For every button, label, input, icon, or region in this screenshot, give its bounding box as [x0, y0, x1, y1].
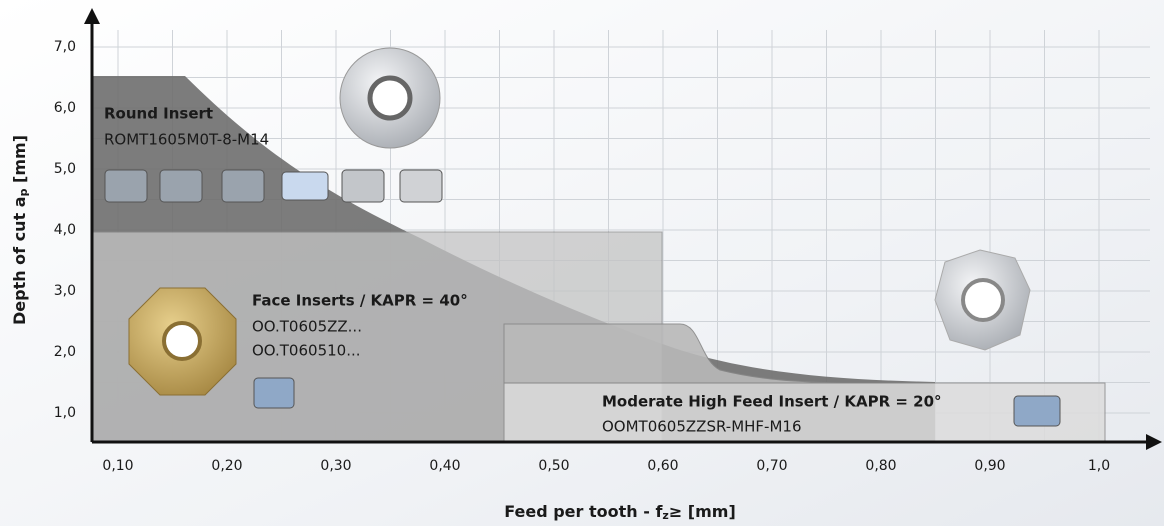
x-axis-title: Feed per tooth - fz≥ [mm] — [504, 502, 736, 523]
round-insert-picture — [339, 47, 441, 149]
y-axis-title: Depth of cut ap [mm] — [10, 135, 31, 325]
region-code: OO.T0605ZZ... — [252, 318, 362, 336]
x-tick-label: 0,10 — [102, 458, 133, 474]
y-tick-label: 2,0 — [54, 344, 76, 360]
y-arrow — [84, 8, 100, 24]
x-tick-label: 0,50 — [538, 458, 569, 474]
mhf-region — [503, 382, 1106, 443]
mhf-bump-region — [503, 323, 841, 384]
region-title: Face Inserts / KAPR = 40° — [252, 292, 468, 310]
mhf-insert-hole — [961, 278, 1005, 322]
x-tick-label: 0,90 — [974, 458, 1005, 474]
y-tick-label: 3,0 — [54, 283, 76, 299]
region-code: OO.T060510... — [252, 342, 361, 360]
region-title: Round Insert — [104, 105, 213, 123]
mini-inserts — [104, 169, 1061, 427]
y-tick-label: 1,0 — [54, 405, 76, 421]
x-tick-label: 0,70 — [756, 458, 787, 474]
x-tick-label: 0,40 — [429, 458, 460, 474]
y-tick-label: 5,0 — [54, 161, 76, 177]
x-tick-label: 0,30 — [320, 458, 351, 474]
y-tick-label: 6,0 — [54, 100, 76, 116]
x-tick-label: 0,20 — [211, 458, 242, 474]
region-code: OOMT0605ZZSR-MHF-M16 — [602, 418, 801, 436]
x-tick-label: 0,80 — [865, 458, 896, 474]
y-tick-label: 4,0 — [54, 222, 76, 238]
region-title: Moderate High Feed Insert / KAPR = 20° — [602, 393, 942, 411]
x-tick-label: 0,60 — [647, 458, 678, 474]
x-tick-label: 1,0 — [1088, 458, 1110, 474]
face-insert-hole — [162, 321, 202, 361]
y-tick-label: 7,0 — [54, 39, 76, 55]
x-arrow — [1146, 434, 1162, 450]
region-code: ROMT1605M0T-8-M14 — [104, 131, 269, 149]
